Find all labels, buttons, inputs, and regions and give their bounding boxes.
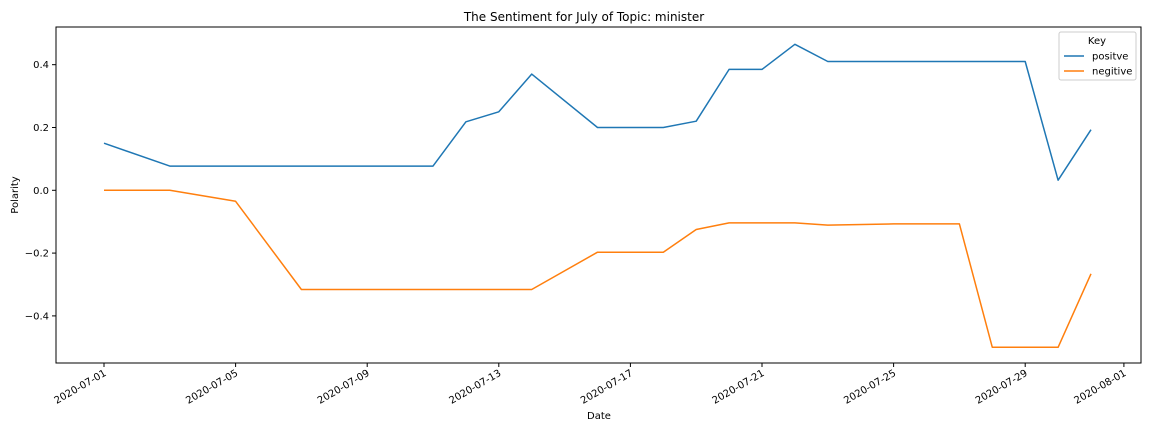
legend-label-positive: positve (1092, 52, 1128, 63)
y-tick-label: −0.4 (25, 311, 49, 322)
legend: Key positve negitive (1058, 31, 1137, 81)
y-tick-label: 0.2 (33, 123, 49, 134)
x-tick-label: 2020-07-17 (579, 368, 635, 407)
x-axis-label: Date (587, 411, 611, 422)
y-axis-label: Polarity (10, 176, 21, 214)
x-tick-label: 2020-08-01 (1073, 368, 1129, 407)
legend-box (1058, 31, 1137, 81)
y-tick-label: −0.2 (25, 249, 49, 260)
x-tick-label: 2020-07-29 (974, 368, 1030, 407)
legend-title: Key (1088, 36, 1106, 47)
x-tick-label: 2020-07-09 (316, 368, 372, 407)
series-line-positive (103, 43, 1092, 181)
series-line-negative (104, 189, 1092, 349)
x-tick-label: 2020-07-13 (447, 368, 503, 407)
x-tick-label: 2020-07-01 (53, 368, 109, 407)
x-tick-label: 2020-07-25 (842, 368, 898, 407)
y-tick-label: 0.0 (33, 186, 49, 197)
x-tick-label: 2020-07-05 (184, 368, 240, 407)
chart-title: The Sentiment for July of Topic: ministe… (463, 10, 704, 24)
plot-frame (55, 26, 1142, 364)
y-tick-label: 0.4 (33, 60, 49, 71)
legend-label-negative: negitive (1092, 67, 1132, 78)
x-tick-label: 2020-07-21 (711, 368, 767, 407)
